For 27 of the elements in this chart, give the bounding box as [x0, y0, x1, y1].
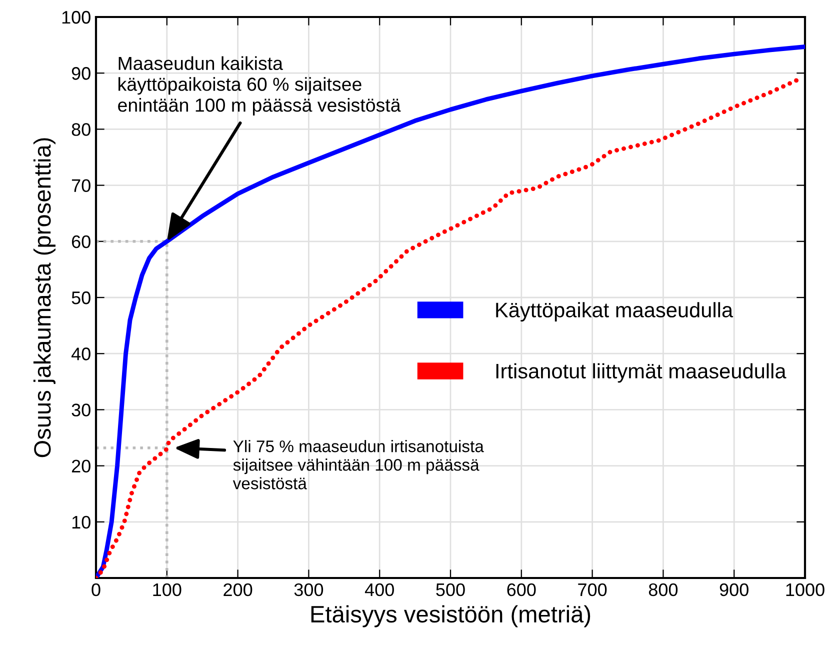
x-tick-label: 600 — [507, 583, 536, 596]
y-tick-label: 30 — [72, 404, 90, 416]
y-tick-label: 40 — [71, 348, 90, 360]
x-tick-label: 100 — [153, 583, 182, 596]
x-tick-label: 800 — [648, 583, 678, 596]
x-tick-label: 300 — [294, 583, 324, 596]
y-axis-title: Osuus jakaumasta (prosenttia) — [33, 138, 56, 458]
x-tick-label: 500 — [436, 583, 465, 596]
y-tick-label: 90 — [72, 67, 90, 80]
legend-label: Irtisanotut liittymät maaseudulla — [496, 363, 786, 383]
y-tick-label: 60 — [72, 235, 90, 248]
x-axis-title: Etäisyys vesistöön (metriä) — [311, 605, 590, 628]
y-tick-label: 100 — [62, 10, 90, 24]
x-tick-label: 900 — [720, 583, 748, 596]
legend-label: Käyttöpaikat maaseudulla — [496, 302, 734, 322]
x-tick-label: 700 — [578, 583, 607, 596]
annotation: Yli 75 % maaseudun irtisanotuista sijaitsee vähintään 100 m päässä vesistöstä — [232, 440, 484, 490]
x-tick-label: 0 — [92, 583, 100, 596]
y-tick-label: 50 — [72, 291, 90, 304]
y-tick-label: 10 — [72, 516, 90, 529]
x-tick-label: 1000 — [786, 583, 824, 596]
y-tick-label: 20 — [72, 460, 90, 473]
x-tick-label: 400 — [364, 583, 394, 596]
y-tick-label: 70 — [72, 179, 90, 192]
annotation: Maaseudun kaikista käyttöpaikoista 60 % sijaitsee enintään 100 m päässä vesistöstä — [118, 56, 401, 116]
x-tick-label: 200 — [224, 583, 252, 596]
y-tick-label: 80 — [72, 123, 90, 136]
